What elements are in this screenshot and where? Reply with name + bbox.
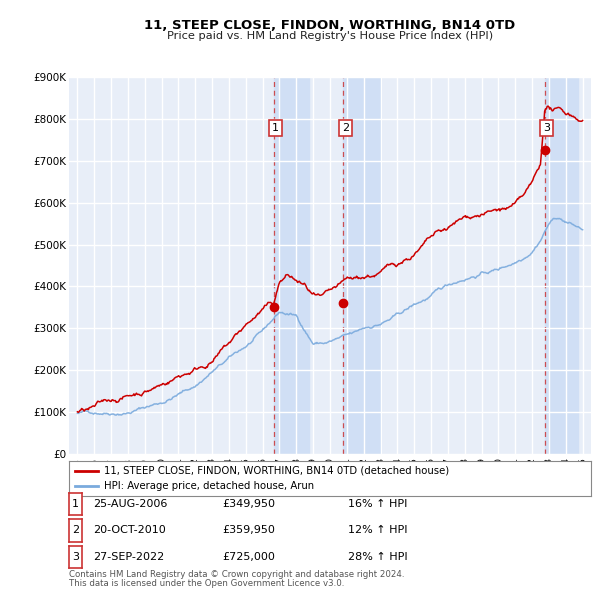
Text: 1: 1 (72, 499, 79, 509)
Text: £349,950: £349,950 (222, 499, 275, 509)
Text: 16% ↑ HPI: 16% ↑ HPI (348, 499, 407, 509)
Bar (274, 77, 309, 454)
Text: 27-SEP-2022: 27-SEP-2022 (93, 552, 164, 562)
Text: 2: 2 (342, 123, 349, 133)
Text: Contains HM Land Registry data © Crown copyright and database right 2024.: Contains HM Land Registry data © Crown c… (69, 571, 404, 579)
Text: 2: 2 (72, 526, 79, 535)
Text: 12% ↑ HPI: 12% ↑ HPI (348, 526, 407, 535)
Text: 11, STEEP CLOSE, FINDON, WORTHING, BN14 0TD: 11, STEEP CLOSE, FINDON, WORTHING, BN14 … (145, 19, 515, 32)
Text: 25-AUG-2006: 25-AUG-2006 (93, 499, 167, 509)
Text: 3: 3 (543, 123, 550, 133)
Text: 28% ↑ HPI: 28% ↑ HPI (348, 552, 407, 562)
Bar (343, 77, 380, 454)
Text: Price paid vs. HM Land Registry's House Price Index (HPI): Price paid vs. HM Land Registry's House … (167, 31, 493, 41)
Text: HPI: Average price, detached house, Arun: HPI: Average price, detached house, Arun (104, 481, 314, 491)
Text: 11, STEEP CLOSE, FINDON, WORTHING, BN14 0TD (detached house): 11, STEEP CLOSE, FINDON, WORTHING, BN14 … (104, 466, 450, 476)
Bar (545, 77, 578, 454)
Text: £359,950: £359,950 (222, 526, 275, 535)
Text: 20-OCT-2010: 20-OCT-2010 (93, 526, 166, 535)
Text: £725,000: £725,000 (222, 552, 275, 562)
Text: This data is licensed under the Open Government Licence v3.0.: This data is licensed under the Open Gov… (69, 579, 344, 588)
Text: 3: 3 (72, 552, 79, 562)
Text: 1: 1 (272, 123, 279, 133)
